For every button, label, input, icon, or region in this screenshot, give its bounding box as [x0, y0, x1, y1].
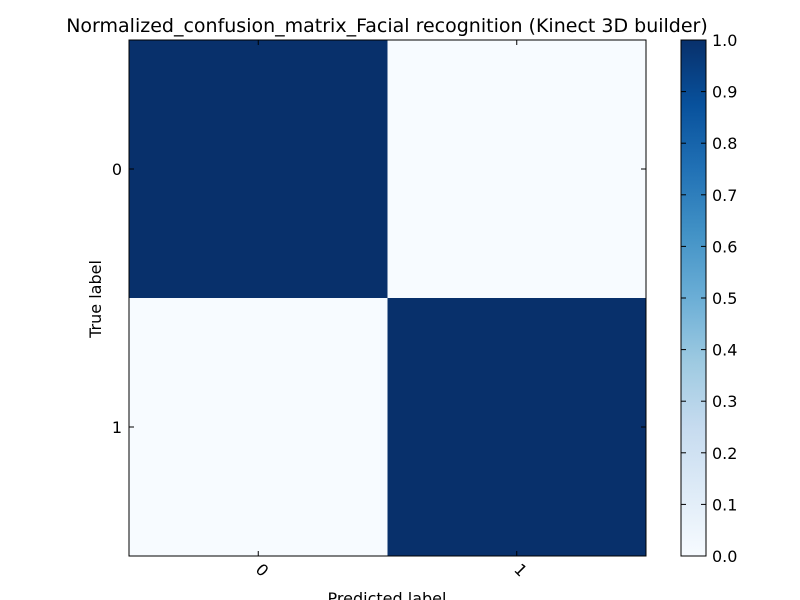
x-tick-label: 0: [252, 560, 273, 581]
colorbar-tick-label: 1.0: [712, 31, 737, 50]
colorbar-tick-label: 0.6: [712, 237, 737, 256]
y-tick-label: 1: [112, 418, 122, 437]
heatmap-cell: [129, 40, 388, 299]
colorbar-tick-label: 0.8: [712, 134, 737, 153]
colorbar-tick-label: 0.2: [712, 444, 737, 463]
colorbar-ticks: 0.0 0.1 0.2 0.3 0.4 0.5 0.6 0.7 0.8 0.9 1.0: [681, 31, 737, 566]
colorbar-tick-label: 0.9: [712, 83, 737, 102]
x-tick-label: 1: [510, 560, 531, 581]
heatmap-cell: [129, 298, 388, 557]
colorbar-tick-label: 0.7: [712, 186, 737, 205]
heatmap-cell: [387, 298, 647, 557]
plot-frame: [128, 39, 647, 557]
x-axis-label: Predicted label: [328, 589, 447, 600]
colorbar-tick-label: 0.5: [712, 289, 737, 308]
y-axis-label: True label: [86, 260, 105, 339]
heatmap-cell: [387, 40, 647, 299]
colorbar-tick-label: 0.1: [712, 495, 737, 514]
heatmap-cells: [129, 40, 647, 557]
colorbar-tick-label: 0.3: [712, 392, 737, 411]
colorbar-tick-label: 0.0: [712, 547, 737, 566]
chart-title: Normalized_confusion_matrix_Facial recog…: [66, 15, 708, 37]
colorbar-tick-label: 0.4: [712, 341, 737, 360]
y-tick-label: 0: [112, 160, 122, 179]
